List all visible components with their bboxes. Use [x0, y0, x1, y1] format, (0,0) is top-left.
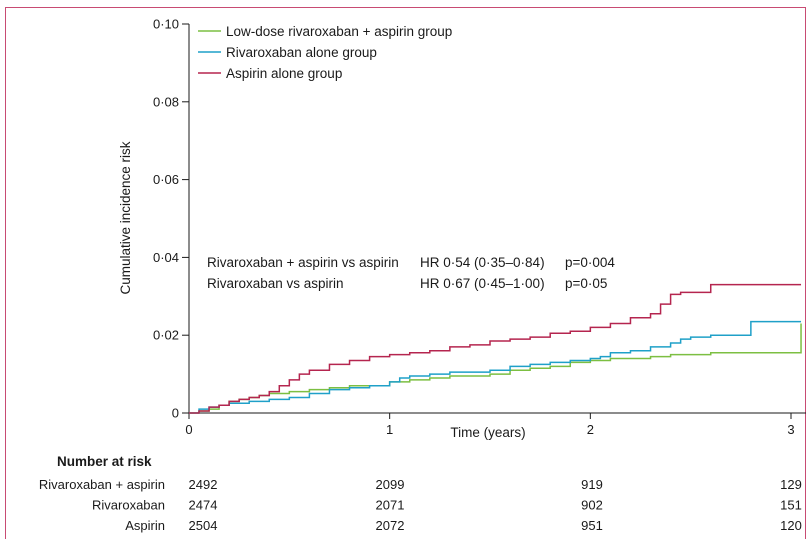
risk-value: 2504	[189, 518, 218, 533]
risk-value: 120	[780, 518, 802, 533]
risk-table-title: Number at risk	[57, 454, 152, 469]
risk-value: 2492	[189, 477, 218, 492]
legend-label: Aspirin alone group	[226, 66, 342, 81]
risk-value: 951	[581, 518, 603, 533]
risk-value: 2099	[376, 477, 405, 492]
comparison-label: Rivaroxaban + aspirin vs aspirin	[207, 255, 399, 270]
axes	[189, 24, 806, 413]
risk-row-label: Aspirin	[125, 518, 165, 533]
risk-row-label: Rivaroxaban + aspirin	[39, 477, 165, 492]
p-value: p=0·05	[565, 276, 607, 291]
risk-value: 129	[780, 477, 802, 492]
risk-value: 151	[780, 498, 802, 513]
y-tick-label: 0·02	[153, 328, 179, 343]
y-axis-label: Cumulative incidence risk	[118, 141, 133, 294]
risk-value: 2072	[376, 518, 405, 533]
y-tick-label: 0·06	[153, 172, 179, 187]
number-at-risk-table: Rivaroxaban + aspirin 2492 2099 919 129 Rivar…	[39, 477, 802, 533]
series-lines	[189, 285, 801, 413]
y-tick-label: 0	[172, 406, 179, 421]
risk-value: 2071	[376, 498, 405, 513]
comparison-label: Rivaroxaban vs aspirin	[207, 276, 344, 291]
legend-label: Rivaroxaban alone group	[226, 45, 377, 60]
risk-value: 902	[581, 498, 603, 513]
y-tick-label: 0·08	[153, 94, 179, 109]
x-axis-label: Time (years)	[450, 425, 525, 440]
x-tick-label: 1	[386, 422, 393, 437]
risk-row-label: Rivaroxaban	[92, 498, 165, 513]
y-tick-label: 0·10	[153, 17, 179, 32]
legend: Low-dose rivaroxaban + aspirin group Riva…	[198, 24, 452, 81]
hazard-ratio: HR 0·67 (0·45–1·00)	[420, 276, 545, 291]
x-tick-label: 3	[787, 422, 794, 437]
y-tick-label: 0·04	[153, 250, 179, 265]
y-ticks: 0 0·02 0·04 0·06 0·08 0·10	[153, 17, 189, 421]
hazard-ratio-annotations: Rivaroxaban + aspirin vs aspirin HR 0·54 …	[207, 255, 615, 291]
hazard-ratio: HR 0·54 (0·35–0·84)	[420, 255, 545, 270]
series-line-2	[189, 322, 801, 413]
x-tick-label: 0	[185, 422, 192, 437]
p-value: p=0·004	[565, 255, 615, 270]
risk-value: 919	[581, 477, 603, 492]
legend-label: Low-dose rivaroxaban + aspirin group	[226, 24, 452, 39]
risk-value: 2474	[189, 498, 218, 513]
x-tick-label: 2	[587, 422, 594, 437]
